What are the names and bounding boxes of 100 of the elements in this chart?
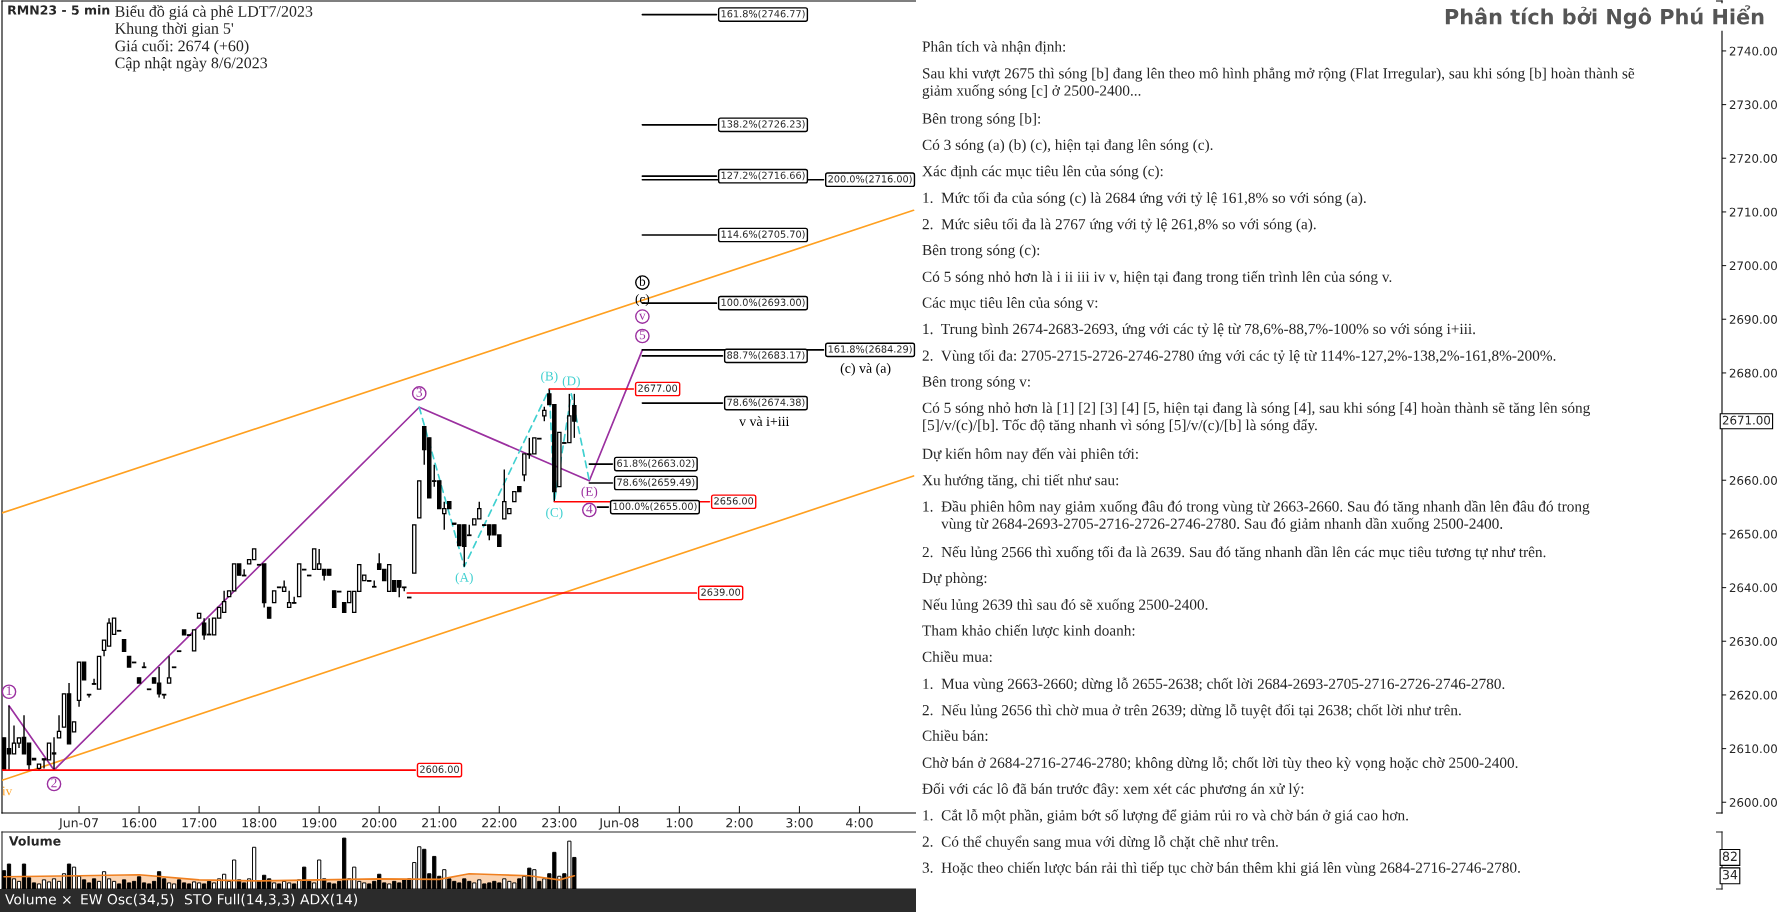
bar: [6, 863, 12, 889]
series-label: 161.8%(2746.77): [721, 9, 805, 19]
candlestick: [166, 655, 172, 684]
text: Phân tích bởi Ngô Phú Hiển: [1445, 5, 1764, 29]
bar: [66, 863, 72, 889]
series-label: 78.6%(2659.49): [617, 478, 695, 487]
bar: [116, 883, 122, 889]
series-label: 2606.00: [420, 765, 459, 773]
bar: [126, 882, 132, 889]
candlestick: [191, 629, 197, 652]
annotation: Phân tích và nhận định:: [922, 40, 1066, 55]
x-tick-label: 16:00: [122, 818, 157, 828]
bar: [41, 879, 47, 889]
candlestick: [11, 724, 17, 755]
series-label: 2677.00: [638, 384, 678, 392]
y-tick-label: 2720.00: [1729, 153, 1777, 163]
annotation: Chiều mua:: [922, 650, 992, 663]
annotation: v: [639, 313, 646, 320]
x-tick-label: 1:00: [666, 818, 693, 828]
annotation: (C): [546, 507, 563, 520]
annotation: Các mục tiêu lên của sóng v:: [922, 297, 1098, 311]
text: 2671.00: [1722, 415, 1771, 425]
candlestick: [156, 666, 162, 699]
series-label: 100.0%(2655.00): [613, 502, 697, 512]
bar: [146, 883, 152, 889]
annotation: 2. Vùng tối đa: 2705-2715-2726-2746-2780 ứng với các tỷ lệ từ 114%-127,2%-138,2%-161,8%-200%.: [922, 349, 1556, 364]
series-label: 127.2%(2716.66): [721, 171, 805, 181]
bar: [86, 882, 92, 889]
bar: [81, 879, 87, 889]
bar: [166, 882, 172, 889]
annotation: 34: [1722, 869, 1738, 880]
y-tick-label: 2650.00: [1729, 529, 1777, 539]
annotation: 1. Trung bình 2674-2683-2693, ứng với các tỷ lệ từ 78,6%-88,7%-100% so với sóng i+iii.: [923, 323, 1475, 338]
x-tick-label: 17:00: [182, 818, 217, 828]
x-tick-label: 23:00: [542, 818, 577, 828]
annotation: (A): [455, 572, 473, 585]
bar: [121, 879, 127, 889]
x-tick-label: 4:00: [846, 818, 873, 828]
candlestick: [286, 590, 292, 609]
y-tick-label: 2610.00: [1729, 744, 1777, 754]
candlestick: [201, 617, 207, 641]
annotation: 1. Cắt lỗ một phần, giảm bớt số lượng để giảm rủi ro và chờ bán ở giá cao hơn.: [923, 809, 1408, 824]
series-label: 161.8%(2684.29): [828, 345, 912, 354]
bar: [36, 883, 42, 889]
candlestick: [51, 736, 57, 771]
series-label: 200.0%(2716.00): [828, 175, 912, 184]
bar: [111, 880, 117, 889]
annotation: Sau khi vượt 2675 thì sóng [b] đang lên theo mô hình phẳng mở rộng (Flat Irregular), sau khi sóng [b] hoàn thành sẽ giảm xuống sóng [c] ở 2500-2400...: [922, 67, 1635, 99]
x-tick-label: 19:00: [302, 818, 337, 828]
series-label: 100.0%(2693.00): [721, 298, 805, 308]
chart-title: RMN23 - 5 min: [8, 5, 110, 15]
bar: [181, 882, 187, 889]
series-label: 2656.00: [714, 497, 754, 505]
annotation: Nếu lủng 2639 thì sau đó sẽ xuống 2500-2400.: [922, 598, 1208, 613]
x-tick-label: 2:00: [726, 818, 753, 828]
series-label: 138.2%(2726.23): [721, 120, 805, 129]
candlestick: [311, 548, 317, 570]
series-label: 61.8%(2663.02): [617, 459, 695, 469]
annotation: Xác định các mục tiêu lên của sóng (c):: [922, 165, 1163, 180]
annotation: Có 5 sóng nhỏ hơn là [1] [2] [3] [4] [5, hiện tại đang là sóng [4], sau khi sóng [4] hoàn thành sẽ tăng lên sóng [5]/v/(c)/[b]. Tốc độ tăng nhanh vì sóng [5]/v/(c)/[b] là sóng đẩy.: [922, 402, 1590, 434]
annotation: Có 5 sóng nhỏ hơn là i ii iii iv v, hiện tại đang trong tiến trình lên của sóng v.: [922, 270, 1392, 286]
candlestick: [56, 714, 62, 739]
annotation: Bên trong sóng [b]:: [922, 112, 1040, 127]
y-tick-label: 2640.00: [1729, 583, 1777, 593]
annotation: Chiều bán:: [922, 729, 988, 741]
annotation: Đối với các lô đã bán trước đây: xem xét các phương án xử lý:: [922, 782, 1304, 798]
bar: [91, 878, 97, 889]
series-label: 114.6%(2705.70): [721, 230, 805, 239]
annotation: 3. Hoặc theo chiến lược bán rải thì tiếp tục chờ bán thêm khi giá lên vùng 2684-2716-2746-2780.: [922, 861, 1520, 876]
annotation: (B): [541, 371, 558, 384]
annotation: Có 3 sóng (a) (b) (c), hiện tại đang lên sóng (c).: [922, 139, 1213, 154]
x-tick-label: 22:00: [482, 818, 517, 828]
x-tick-label: 20:00: [362, 818, 397, 828]
annotation: 5: [639, 330, 646, 340]
bar: [176, 879, 182, 889]
bar: [136, 876, 142, 889]
y-tick-label: 2710.00: [1729, 207, 1777, 217]
annotation: Bên trong sóng (c):: [922, 244, 1040, 259]
annotation: 2. Mức siêu tối đa là 2767 ứng với tỷ lệ 261,8% so với sóng (a).: [922, 218, 1316, 233]
annotation: 1. Đầu phiên hôm nay giảm xuống đâu đó trong vùng từ 2663-2660. Sau đó tăng nhanh dần lên đâu đó trong vùng từ 2684-2693-2705-2716-2726-2746-2780. Sau đó giảm nhanh dần xuống 2500-2400.: [923, 500, 1590, 532]
chart-title: Volume: [8, 835, 61, 846]
annotation: (E): [581, 486, 598, 499]
y-tick-label: 2700.00: [1729, 261, 1777, 271]
annotation: (D): [562, 376, 580, 389]
x-tick-label: 21:00: [422, 818, 457, 828]
y-tick-label: 2690.00: [1729, 314, 1777, 324]
x-tick-label: 3:00: [786, 818, 813, 828]
bar: [131, 880, 137, 889]
x-tick-label: 18:00: [242, 818, 277, 828]
annotation: 4: [586, 504, 593, 514]
candlestick: [141, 661, 147, 669]
text: ADX(14): [300, 893, 358, 907]
y-tick-label: 2600.00: [1729, 797, 1777, 807]
annotation: 2. Nếu lủng 2566 thì xuống tối đa là 2639. Sau đó tăng nhanh dần lên các mục tiêu tương tự như trên.: [922, 546, 1546, 561]
candlestick: [6, 704, 12, 771]
bar: [51, 878, 57, 889]
annotation: Dự phòng:: [922, 572, 987, 587]
y-tick-label: 2680.00: [1729, 368, 1777, 378]
annotation: v và i+iii: [739, 416, 790, 427]
annotation: Dự kiến hôm nay đến vài phiên tới:: [922, 447, 1138, 463]
